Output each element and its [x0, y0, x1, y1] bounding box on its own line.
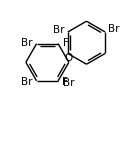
Text: Br: Br: [108, 24, 120, 34]
Text: Br: Br: [21, 38, 33, 48]
Text: Br: Br: [53, 25, 65, 35]
Text: Br: Br: [21, 77, 33, 87]
Text: O: O: [64, 53, 72, 63]
Text: F: F: [62, 77, 68, 87]
Text: F: F: [63, 38, 69, 48]
Text: Br: Br: [63, 78, 74, 88]
